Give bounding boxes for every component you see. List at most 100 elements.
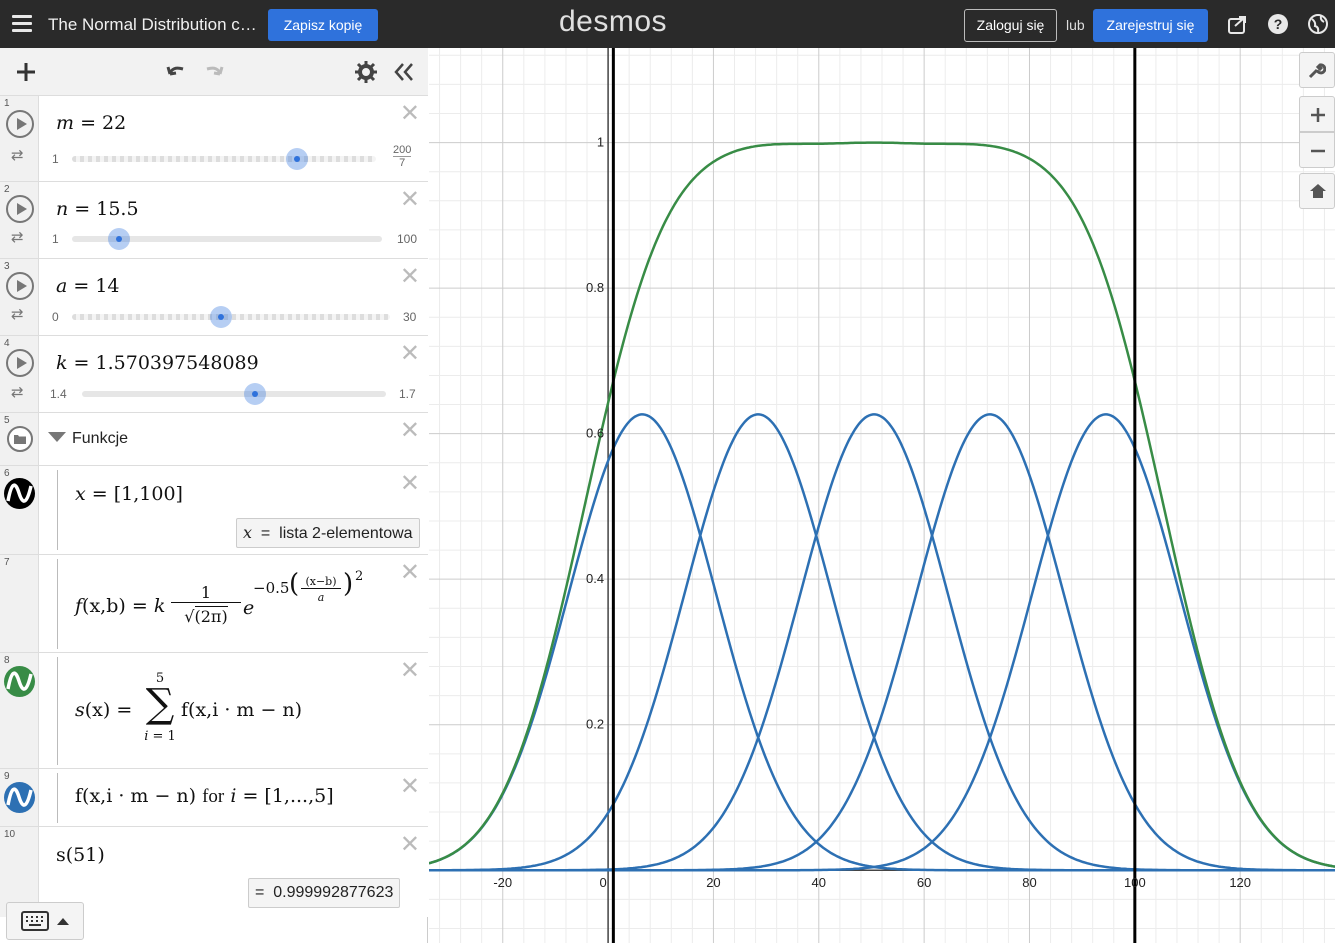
graph-plot[interactable]: -20 0 20 40 60 80 100 120 0.2 0.4 0.6 0.8 1: [429, 48, 1335, 943]
help-icon[interactable]: ?: [1267, 13, 1289, 35]
slider-min[interactable]: 1: [52, 152, 59, 166]
language-globe-icon[interactable]: [1307, 13, 1329, 35]
x-tick-label: 20: [706, 875, 720, 890]
graph-settings-button[interactable]: [1299, 52, 1335, 88]
expression-list-x[interactable]: 6 x = [1,100] x = lista 2-elementowa ✕: [0, 466, 428, 555]
folder-icon[interactable]: [6, 425, 34, 453]
delete-expression-icon[interactable]: ✕: [399, 340, 420, 367]
folder-funkcje[interactable]: 5 Funkcje ✕: [0, 413, 428, 466]
x-tick-label: -20: [493, 875, 512, 890]
slider-knob[interactable]: [285, 148, 308, 170]
slider-min[interactable]: 0: [52, 310, 59, 324]
zoom-out-button[interactable]: [1299, 132, 1335, 168]
expression-function-list[interactable]: 9 f(x,i · m − n) for i = [1,...,5] ✕: [0, 769, 428, 827]
home-view-button[interactable]: [1299, 173, 1335, 209]
slider-knob[interactable]: [210, 306, 233, 328]
delete-expression-icon[interactable]: ✕: [399, 831, 420, 858]
math-expression[interactable]: s(51): [56, 844, 105, 866]
play-icon[interactable]: [6, 349, 34, 377]
share-icon[interactable]: [1227, 13, 1249, 35]
folder-title[interactable]: Funkcje: [72, 430, 129, 447]
expression-index: 8: [4, 655, 10, 666]
zoom-in-button[interactable]: [1299, 96, 1335, 132]
slider-min[interactable]: 1: [52, 232, 59, 246]
slider-equation[interactable]: m = 22: [56, 112, 127, 134]
keyboard-toggle-button[interactable]: [6, 902, 84, 940]
expression-index: 7: [4, 557, 10, 568]
graph-title[interactable]: The Normal Distribution cu...: [48, 15, 258, 34]
black-curve-color-icon[interactable]: [4, 478, 35, 509]
zoom-in-icon: [1311, 108, 1325, 122]
redo-icon[interactable]: [202, 60, 226, 84]
delete-expression-icon[interactable]: ✕: [399, 417, 420, 444]
expression-slider-n[interactable]: 2 ⇄ n = 15.5 1 100 ✕: [0, 182, 428, 259]
loop-icon[interactable]: ⇄: [11, 384, 24, 401]
slider-knob[interactable]: [244, 383, 267, 405]
loop-icon[interactable]: ⇄: [11, 229, 24, 246]
collapse-panel-icon[interactable]: [392, 60, 416, 84]
expression-function-f[interactable]: 7 f(x,b) = k 1 √(2π) e −0.5 ( (x−b) a ) …: [0, 555, 428, 653]
y-tick-label: 0.8: [586, 280, 604, 295]
expression-slider-k[interactable]: 4 ⇄ k = 1.570397548089 1.4 1.7 ✕: [0, 336, 428, 413]
math-expression[interactable]: f(x,i · m − n) for i = [1,...,5]: [75, 785, 334, 807]
slider-track[interactable]: [82, 391, 386, 397]
loop-icon[interactable]: ⇄: [11, 147, 24, 164]
loop-icon[interactable]: ⇄: [11, 306, 24, 323]
delete-expression-icon[interactable]: ✕: [399, 470, 420, 497]
slider-equation[interactable]: k = 1.570397548089: [56, 352, 259, 374]
slider-max[interactable]: 200 7: [393, 144, 412, 169]
expression-gutter: 8: [0, 653, 39, 768]
delete-expression-icon[interactable]: ✕: [399, 657, 420, 684]
expression-slider-a[interactable]: 3 ⇄ a = 14 0 30 ✕: [0, 259, 428, 336]
slider-track[interactable]: [72, 236, 382, 242]
expression-gutter: 2 ⇄: [0, 182, 39, 258]
slider-knob[interactable]: [107, 228, 130, 250]
register-button[interactable]: Zarejestruj się: [1093, 9, 1208, 42]
slider-min[interactable]: 1.4: [50, 387, 67, 401]
x-tick-label: 0: [599, 875, 606, 890]
delete-expression-icon[interactable]: ✕: [399, 100, 420, 127]
hamburger-menu-icon[interactable]: [12, 15, 32, 33]
or-text: lub: [1066, 17, 1085, 33]
math-expression[interactable]: s(x) = 5 ∑ i = 1 f(x,i · m − n): [75, 671, 303, 744]
delete-expression-icon[interactable]: ✕: [399, 186, 420, 213]
graph-canvas[interactable]: -20 0 20 40 60 80 100 120 0.2 0.4 0.6 0.8 1: [429, 48, 1335, 943]
expression-slider-m[interactable]: 1 ⇄ m = 22 1 200 7 ✕: [0, 96, 428, 182]
expression-panel: 1 ⇄ m = 22 1 200 7 ✕ 2 ⇄ n = 15.5 1 100 …: [0, 48, 428, 943]
home-icon: [1310, 184, 1326, 198]
minor-gridlines: [429, 48, 1335, 943]
play-icon[interactable]: [6, 110, 34, 138]
slider-max[interactable]: 100: [397, 232, 418, 246]
math-expression[interactable]: x = [1,100]: [75, 483, 183, 505]
slider-track[interactable]: [72, 156, 376, 162]
delete-expression-icon[interactable]: ✕: [399, 263, 420, 290]
expression-index: 2: [4, 184, 10, 195]
blue-curve-color-icon[interactable]: [4, 782, 35, 813]
login-button[interactable]: Zaloguj się: [964, 9, 1057, 42]
folder-indent-line: [57, 470, 58, 550]
folder-collapse-triangle-icon[interactable]: [48, 432, 66, 443]
slider-equation[interactable]: a = 14: [56, 275, 120, 297]
play-icon[interactable]: [6, 195, 34, 223]
delete-expression-icon[interactable]: ✕: [399, 773, 420, 800]
slider-max[interactable]: 1.7: [399, 387, 416, 401]
save-copy-button[interactable]: Zapisz kopię: [268, 9, 378, 41]
x-tick-label: 60: [917, 875, 931, 890]
math-expression[interactable]: f(x,b) = k 1 √(2π) e −0.5 ( (x−b) a ) 2: [75, 569, 364, 626]
play-icon[interactable]: [6, 272, 34, 300]
undo-icon[interactable]: [164, 60, 188, 84]
expression-index: 3: [4, 261, 10, 272]
add-icon[interactable]: [14, 60, 38, 84]
expression-index: 6: [4, 468, 10, 479]
green-curve-color-icon[interactable]: [4, 666, 35, 697]
expression-gutter: 6: [0, 466, 39, 554]
expression-function-s[interactable]: 8 s(x) = 5 ∑ i = 1 f(x,i · m − n) ✕: [0, 653, 428, 769]
slider-equation[interactable]: n = 15.5: [56, 198, 139, 220]
slider-max[interactable]: 30: [403, 310, 417, 324]
slider-track[interactable]: [72, 314, 390, 320]
delete-expression-icon[interactable]: ✕: [399, 559, 420, 586]
svg-text:?: ?: [1274, 16, 1283, 32]
expression-gutter: 3 ⇄: [0, 259, 39, 335]
settings-gear-icon[interactable]: [354, 60, 378, 84]
expression-evaluate-s51[interactable]: 10 s(51) = 0.999992877623 ✕: [0, 827, 428, 917]
